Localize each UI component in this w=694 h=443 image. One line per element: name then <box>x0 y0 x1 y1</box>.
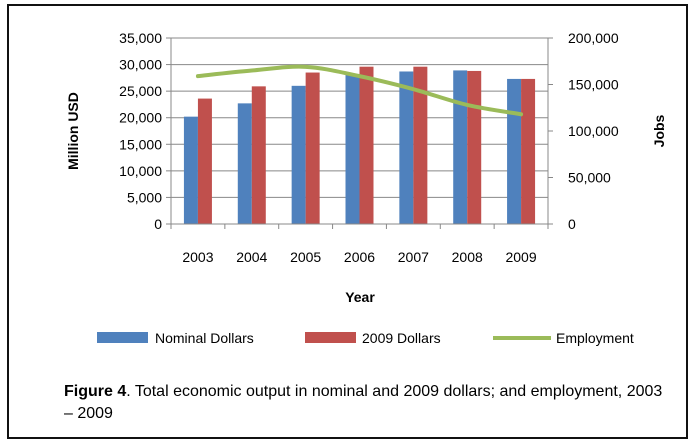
right-tick-label: 200,000 <box>568 30 619 46</box>
x-tick-label: 2005 <box>290 249 321 265</box>
bar-2009-dollars-2006 <box>359 66 374 224</box>
bar-nominal-dollars-2007 <box>399 71 414 224</box>
y-axis-title: Million USD <box>65 92 81 170</box>
x-tick-label: 2007 <box>398 249 429 265</box>
right-tick-label: 100,000 <box>568 123 619 139</box>
right-tick-label: 0 <box>568 216 576 232</box>
legend-label-2009-dollars: 2009 Dollars <box>362 330 441 346</box>
bar-2009-dollars-2007 <box>413 66 428 224</box>
y2-axis-title: Jobs <box>651 114 667 147</box>
left-tick-label: 15,000 <box>119 136 162 152</box>
x-tick-label: 2004 <box>236 249 267 265</box>
legend-label-nominal-dollars: Nominal Dollars <box>155 330 254 346</box>
legend-swatch-2009-dollars <box>305 332 356 343</box>
chart-legend: Nominal Dollars 2009 Dollars Employment <box>97 330 634 346</box>
bar-2009-dollars-2008 <box>467 70 482 224</box>
caption-text: . Total economic output in nominal and 2… <box>64 383 663 422</box>
chart-bars <box>183 66 536 225</box>
left-tick-label: 10,000 <box>119 163 162 179</box>
right-tick-label: 50,000 <box>568 170 611 186</box>
left-tick-label: 0 <box>154 216 162 232</box>
x-tick-label: 2008 <box>452 249 483 265</box>
right-tick-label: 150,000 <box>568 77 619 93</box>
x-tick-label: 2009 <box>505 249 536 265</box>
left-tick-label: 5,000 <box>127 189 162 205</box>
chart-axes <box>166 37 553 229</box>
bar-2009-dollars-2004 <box>251 86 266 224</box>
left-axis-tick-labels: 0 5,000 10,000 15,000 20,000 25,000 30,000 35,0… <box>119 30 162 232</box>
left-tick-label: 20,000 <box>119 110 162 126</box>
x-axis-tick-labels: 2003 2004 2005 2006 2007 2008 2009 <box>182 249 537 265</box>
bar-nominal-dollars-2008 <box>453 70 468 224</box>
bar-2009-dollars-2003 <box>197 98 212 224</box>
bar-2009-dollars-2005 <box>305 72 320 225</box>
x-tick-label: 2006 <box>344 249 375 265</box>
legend-label-employment: Employment <box>556 330 634 346</box>
figure-caption: Figure 4. Total economic output in nomin… <box>64 381 664 425</box>
x-tick-label: 2003 <box>182 249 213 265</box>
left-tick-label: 25,000 <box>119 83 162 99</box>
caption-label: Figure 4 <box>64 383 127 400</box>
x-axis-title: Year <box>345 289 375 305</box>
line-employment <box>195 64 524 117</box>
chart-employment-line <box>195 64 524 117</box>
bar-nominal-dollars-2009 <box>507 78 522 224</box>
legend-swatch-nominal-dollars <box>97 332 148 343</box>
bar-nominal-dollars-2003 <box>183 116 198 224</box>
bar-2009-dollars-2009 <box>521 78 536 224</box>
bar-nominal-dollars-2005 <box>291 85 306 224</box>
right-axis-tick-labels: 0 50,000 100,000 150,000 200,000 <box>568 30 619 232</box>
left-tick-label: 35,000 <box>119 30 162 46</box>
bar-nominal-dollars-2006 <box>345 74 360 224</box>
bar-nominal-dollars-2004 <box>237 103 252 224</box>
left-tick-label: 30,000 <box>119 57 162 73</box>
chart: 0 5,000 10,000 15,000 20,000 25,000 30,000 35,0… <box>65 30 667 346</box>
